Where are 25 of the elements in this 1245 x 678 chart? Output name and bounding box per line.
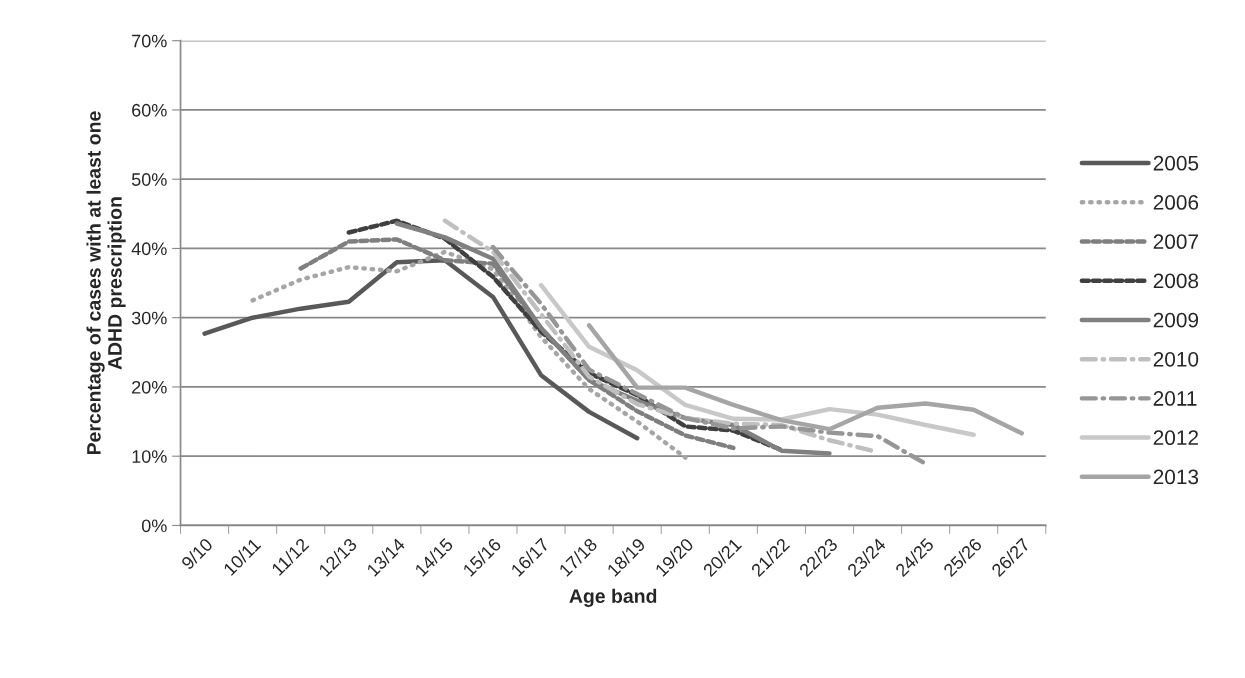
y-tick-label: 60% bbox=[132, 103, 167, 117]
legend-label: 2008 bbox=[1153, 273, 1199, 289]
legend-label: 2011 bbox=[1153, 391, 1197, 406]
line-series bbox=[202, 257, 640, 441]
y-axis-title: Percentage of cases with at least one ADHD prescription bbox=[86, 111, 126, 455]
y-tick-label: 0% bbox=[141, 519, 167, 533]
legend-label: 2010 bbox=[1153, 351, 1199, 367]
x-tick-label: 9/10 bbox=[180, 537, 214, 571]
legend-label: 2009 bbox=[1153, 312, 1199, 328]
y-tick-label: 30% bbox=[131, 311, 167, 325]
legend-label: 2007 bbox=[1153, 234, 1198, 250]
y-tick-label: 40% bbox=[131, 242, 167, 256]
y-tick-label: 50% bbox=[131, 173, 167, 186]
line-series bbox=[250, 249, 688, 460]
line-series bbox=[490, 244, 928, 467]
legend-label: 2005 bbox=[1153, 155, 1199, 171]
x-axis-title: Age band bbox=[569, 588, 657, 607]
y-tick-label: 70% bbox=[132, 34, 167, 48]
y-tick-label: 10% bbox=[132, 450, 167, 463]
legend-label: 2013 bbox=[1153, 469, 1199, 485]
legend-label: 2012 bbox=[1153, 430, 1198, 446]
line-series bbox=[586, 323, 1024, 436]
line-series bbox=[346, 218, 784, 453]
legend-label: 2006 bbox=[1153, 195, 1199, 210]
y-tick-label: 20% bbox=[132, 380, 167, 394]
